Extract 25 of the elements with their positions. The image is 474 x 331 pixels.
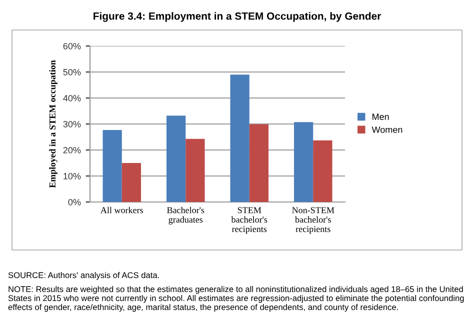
bar	[166, 116, 186, 202]
bar	[102, 130, 122, 202]
legend-label: Men	[372, 114, 389, 120]
source-note: SOURCE: Authors' analysis of ACS data.	[8, 272, 159, 280]
chart-title: Figure 3.4: Employment in a STEM Occupation, by Gender	[94, 12, 381, 22]
x-tick-label: STEM bachelor's recipients	[231, 207, 268, 234]
legend-label: Women	[372, 126, 402, 133]
y-tick-label: 10%	[64, 172, 81, 180]
y-tick-label: 20%	[63, 146, 81, 154]
x-tick-label: Non-STEM bachelor's recipients	[292, 207, 334, 234]
y-axis-title: Employed in a STEM occupation	[49, 60, 58, 188]
bar	[122, 163, 141, 202]
y-tick-label: 50%	[63, 68, 81, 76]
bar	[313, 140, 332, 202]
bar	[249, 124, 268, 202]
bar	[186, 138, 205, 202]
x-tick-label: Bachelor's graduates	[167, 206, 204, 225]
bar	[230, 74, 250, 202]
y-tick-label: 60%	[63, 42, 81, 50]
y-tick-label: 30%	[63, 120, 81, 128]
y-tick-label: 0%	[68, 198, 81, 206]
bar	[294, 122, 314, 202]
x-tick-label: All workers	[100, 206, 143, 214]
text: NOTE: Results are weighted so that the estimates generalize to all noninstitutionalized individuals aged 18–65 in the United States in 2015 who were not currently in school. All estimates are regression-adjusted to eliminate the potential confounding effects of gender, race/ethnicity, age, marital status, the presence of dependents, and county of residence.	[8, 286, 464, 312]
y-tick-label: 40%	[63, 94, 81, 102]
